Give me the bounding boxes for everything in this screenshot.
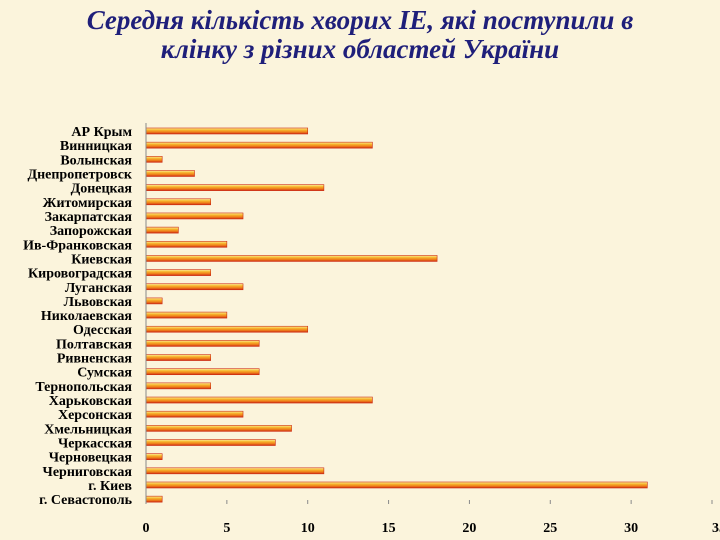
- bar-21: [145, 410, 244, 418]
- bar-24: [145, 453, 163, 460]
- bar-6: [145, 198, 211, 206]
- category-label-17: Ривненская: [57, 352, 133, 367]
- category-label-27: г. Севастополь: [39, 493, 132, 508]
- bars-group: [145, 127, 648, 503]
- bar-7: [145, 212, 244, 220]
- x-tick-label-20: 20: [462, 521, 476, 536]
- x-tick-label-15: 15: [382, 521, 396, 536]
- category-label-11: Кировоградская: [28, 267, 132, 282]
- category-label-1: АР Крым: [71, 125, 132, 140]
- category-label-15: Одесская: [73, 323, 132, 338]
- category-label-26: г. Киев: [88, 479, 132, 494]
- x-tick-label-30: 30: [624, 521, 638, 536]
- bar-19: [145, 382, 211, 390]
- category-label-25: Черниговская: [43, 465, 133, 480]
- bar-22: [145, 425, 292, 432]
- category-label-10: Киевская: [71, 252, 132, 267]
- category-label-22: Хмельницкая: [44, 422, 132, 437]
- category-label-7: Закарпатская: [45, 210, 133, 225]
- bar-5: [145, 184, 325, 191]
- bar-18: [145, 368, 260, 376]
- bar-20: [145, 396, 373, 404]
- category-label-12: Луганская: [65, 281, 133, 296]
- category-label-16: Полтавская: [56, 337, 132, 352]
- x-tick-label-10: 10: [301, 521, 315, 536]
- category-label-5: Донецкая: [71, 182, 133, 197]
- bar-4: [145, 170, 195, 177]
- category-label-21: Херсонская: [58, 408, 132, 423]
- category-label-14: Николаевская: [41, 309, 133, 324]
- chart-title: Середня кількість хворих ІЕ, які поступи…: [0, 6, 720, 64]
- x-axis: 0 5 10 15 20 25 30 35: [143, 123, 720, 536]
- bar-10: [145, 255, 438, 262]
- bar-8: [145, 226, 179, 234]
- bar-27: [145, 495, 163, 503]
- category-label-9: Ив-Франковская: [23, 238, 132, 253]
- category-label-6: Житомирская: [43, 196, 133, 211]
- category-label-18: Сумская: [77, 366, 132, 381]
- chart-title-line-1: Середня кількість хворих ІЕ, які поступи…: [86, 5, 634, 35]
- bar-15: [145, 325, 309, 333]
- bar-1: [145, 127, 309, 135]
- category-label-20: Харьковская: [49, 394, 133, 409]
- x-tick-label-25: 25: [543, 521, 557, 536]
- bar-9: [145, 240, 228, 248]
- bar-26: [145, 481, 648, 489]
- bar-13: [145, 297, 163, 305]
- bar-12: [145, 283, 244, 291]
- category-label-23: Черкасская: [58, 437, 132, 452]
- bar-14: [145, 311, 228, 319]
- x-tick-label-0: 0: [143, 521, 150, 536]
- category-label-13: Львовская: [64, 295, 133, 310]
- x-tick-label-35: 35: [712, 521, 720, 536]
- x-tick-label-5: 5: [223, 521, 230, 536]
- category-label-19: Тернопольская: [35, 380, 132, 395]
- category-label-24: Черновецкая: [49, 451, 133, 466]
- category-labels: АР КрымВинницкаяВолынскаяДнепропетровскД…: [23, 125, 133, 508]
- bar-2: [145, 141, 373, 149]
- category-label-8: Запорожская: [50, 224, 133, 239]
- bar-17: [145, 354, 211, 361]
- category-label-3: Волынская: [60, 153, 132, 168]
- bar-11: [145, 269, 211, 276]
- bar-23: [145, 439, 276, 446]
- bar-3: [145, 156, 163, 163]
- chart-title-line-2: клінку з різних областей України: [160, 34, 560, 64]
- category-label-4: Днепропетровск: [27, 167, 132, 182]
- category-label-2: Винницкая: [60, 139, 133, 154]
- bar-16: [145, 340, 260, 347]
- bar-25: [145, 467, 325, 475]
